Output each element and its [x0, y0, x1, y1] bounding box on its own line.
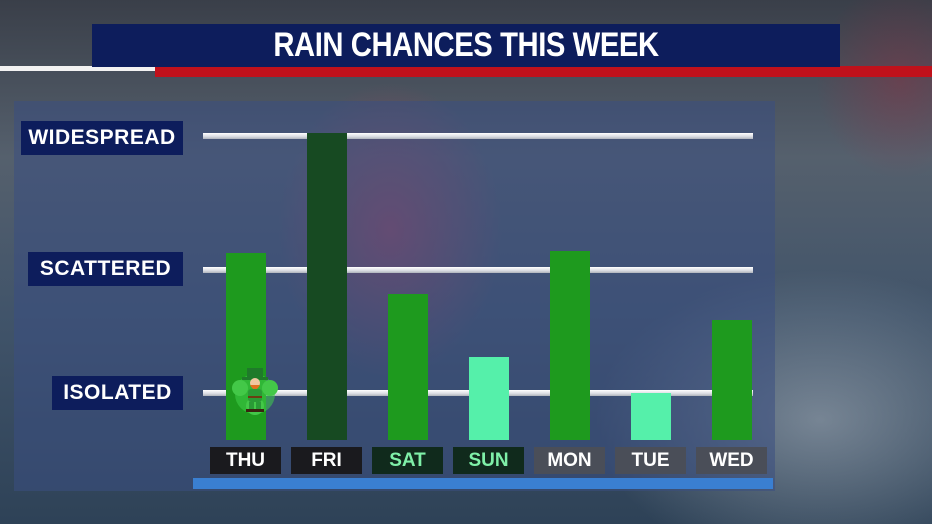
bar-mon [549, 250, 590, 440]
day-label-thu: THU [210, 447, 281, 474]
title-banner: RAIN CHANCES THIS WEEK [92, 24, 840, 67]
day-label-wed: WED [696, 447, 767, 474]
level-label-scattered: SCATTERED [28, 252, 183, 286]
day-label-mon: MON [534, 447, 605, 474]
header-accent-white [0, 66, 160, 71]
leprechaun-icon [228, 366, 282, 418]
day-label-fri: FRI [291, 447, 362, 474]
bar-wed [711, 320, 752, 440]
bar-sun [468, 356, 509, 440]
gridline-scattered [203, 267, 753, 273]
bar-tue [630, 393, 671, 440]
day-label-tue: TUE [615, 447, 686, 474]
header-accent-red [155, 66, 932, 77]
bar-fri [306, 133, 347, 440]
day-label-sat: SAT [372, 447, 443, 474]
chart-panel-base [193, 478, 773, 489]
day-label-sun: SUN [453, 447, 524, 474]
level-label-isolated: ISOLATED [52, 376, 183, 410]
chart-title: RAIN CHANCES THIS WEEK [273, 26, 659, 64]
gridline-widespread [203, 133, 753, 139]
level-label-widespread: WIDESPREAD [21, 121, 183, 155]
bar-sat [387, 294, 428, 440]
